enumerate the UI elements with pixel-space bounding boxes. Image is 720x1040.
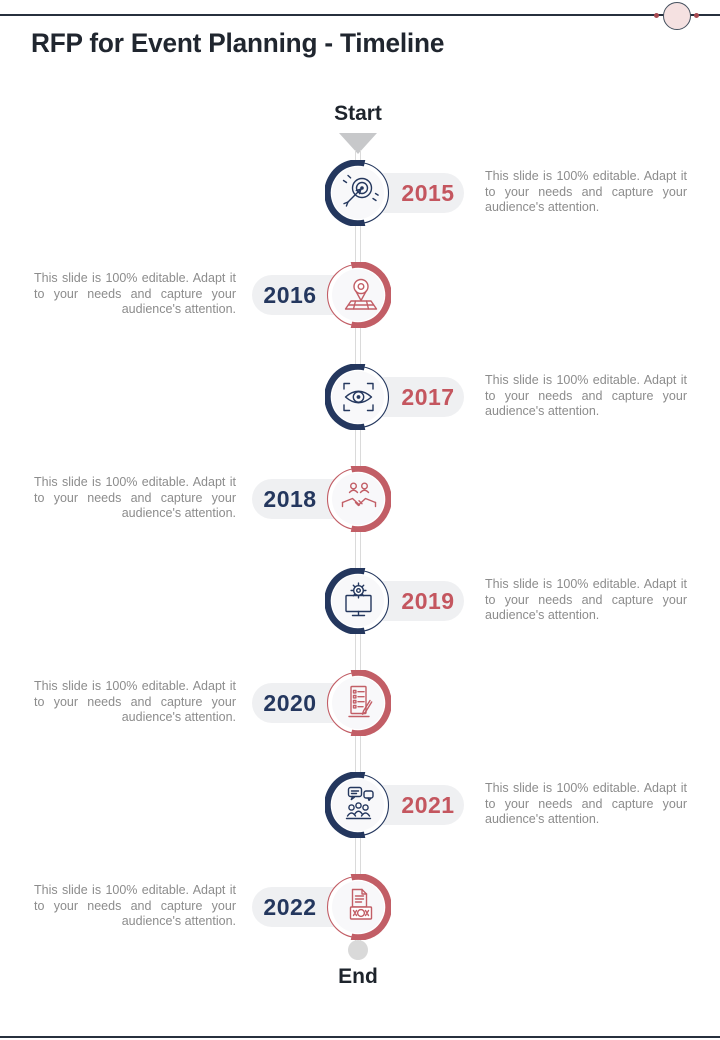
- item-description: This slide is 100% editable. Adapt it to…: [34, 883, 236, 929]
- timeline-item-2021: 2021 This slide is 100% editable. Adapt …: [0, 754, 720, 856]
- milestone-circle: [324, 873, 392, 941]
- start-arrow-pointer: [339, 133, 377, 154]
- monitor-gear-icon: [345, 582, 372, 617]
- timeline-item-2020: 2020 This slide is 100% editable. Adapt …: [0, 652, 720, 754]
- milestone-ring: [324, 771, 392, 839]
- year-label: 2017: [401, 384, 455, 410]
- year-label: 2018: [263, 486, 317, 512]
- milestone-circle: [324, 363, 392, 431]
- timeline-item-2019: 2019 This slide is 100% editable. Adapt …: [0, 550, 720, 652]
- timeline-item-2015: 2015 This slide is 100% editable. Adapt …: [0, 142, 720, 244]
- timeline-item-2022: 2022 This slide is 100% editable. Adapt …: [0, 856, 720, 958]
- timeline-connector-line: [355, 150, 361, 942]
- footer-rule: [0, 1036, 720, 1038]
- item-description: This slide is 100% editable. Adapt it to…: [485, 781, 687, 827]
- timeline-item-2017: 2017 This slide is 100% editable. Adapt …: [0, 346, 720, 448]
- year-label: 2021: [401, 792, 455, 818]
- header-dot-left: [654, 13, 659, 18]
- location-pin-map-icon: [344, 278, 378, 310]
- milestone-circle: [324, 669, 392, 737]
- timeline-item-2016: 2016 This slide is 100% editable. Adapt …: [0, 244, 720, 346]
- milestone-ring: [324, 261, 392, 329]
- milestone-circle: [324, 771, 392, 839]
- checklist-pen-icon: [348, 685, 373, 718]
- item-description: This slide is 100% editable. Adapt it to…: [485, 169, 687, 215]
- header-ornament-circle: [663, 2, 691, 30]
- year-label: 2016: [263, 282, 317, 308]
- team-discussion-icon: [345, 786, 374, 820]
- milestone-ring: [324, 159, 392, 227]
- header-rule: [0, 14, 720, 16]
- year-label: 2022: [263, 894, 317, 920]
- milestone-circle: [324, 567, 392, 635]
- page-title: RFP for Event Planning - Timeline: [31, 28, 445, 58]
- milestone-ring: [324, 873, 392, 941]
- budget-document-icon: [349, 888, 373, 920]
- item-description: This slide is 100% editable. Adapt it to…: [485, 577, 687, 623]
- item-description: This slide is 100% editable. Adapt it to…: [485, 373, 687, 419]
- milestone-circle: [324, 261, 392, 329]
- vision-eye-icon: [343, 382, 374, 412]
- milestone-ring: [324, 669, 392, 737]
- item-description: This slide is 100% editable. Adapt it to…: [34, 475, 236, 521]
- milestone-ring: [324, 567, 392, 635]
- handshake-partnership-icon: [341, 482, 377, 508]
- start-label: Start: [334, 102, 382, 125]
- year-label: 2020: [263, 690, 317, 716]
- end-label: End: [338, 965, 378, 988]
- milestone-circle: [324, 465, 392, 533]
- target-arrow-icon: [342, 174, 379, 207]
- item-description: This slide is 100% editable. Adapt it to…: [34, 679, 236, 725]
- year-label: 2019: [401, 588, 455, 614]
- year-label: 2015: [401, 180, 455, 206]
- header-dot-right: [694, 13, 699, 18]
- milestone-ring: [324, 465, 392, 533]
- milestone-ring: [324, 363, 392, 431]
- timeline-item-2018: 2018 This slide is 100% editable. Adapt …: [0, 448, 720, 550]
- end-dot: [348, 940, 368, 960]
- item-description: This slide is 100% editable. Adapt it to…: [34, 271, 236, 317]
- milestone-circle: [324, 159, 392, 227]
